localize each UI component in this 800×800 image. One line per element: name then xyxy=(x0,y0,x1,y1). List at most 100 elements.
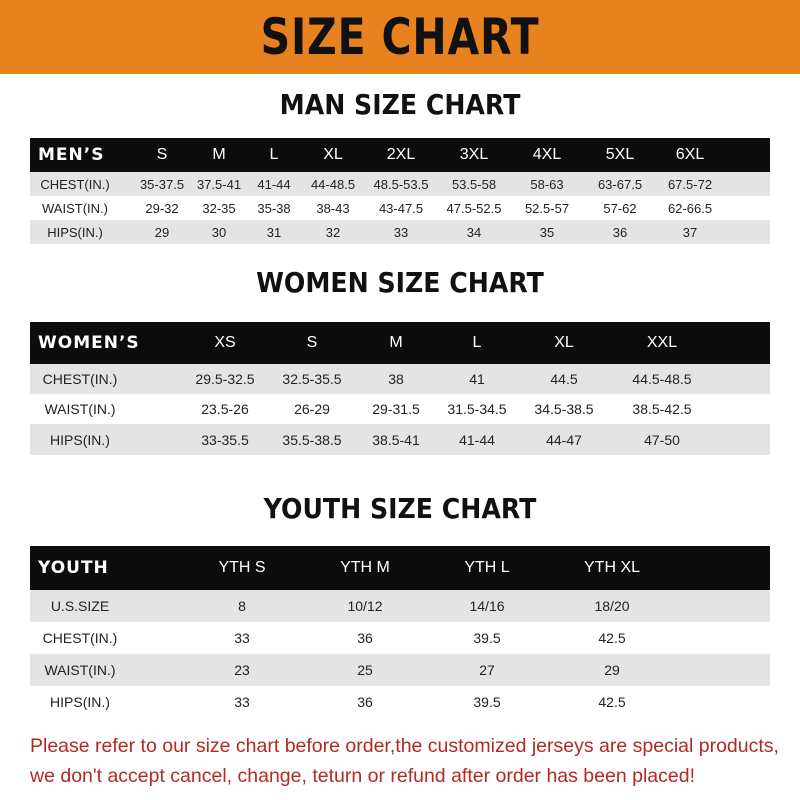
measurement-value: 63-67.5 xyxy=(597,176,643,192)
measurement-value: 41 xyxy=(469,371,485,387)
measurement-value: 14/16 xyxy=(469,598,505,614)
measurement-value: 26-29 xyxy=(294,401,330,417)
women-chart-title: WOMEN SIZE CHART xyxy=(256,266,544,299)
size-header: XL xyxy=(554,334,574,351)
size-header: 2XL xyxy=(386,146,416,163)
size-header: XL xyxy=(323,146,343,163)
measurement-value: 35-37.5 xyxy=(139,176,185,192)
table-row: WAIST(IN.) 23 25 27 29 xyxy=(30,654,770,686)
table-row: U.S.SIZE 8 10/12 14/16 18/20 xyxy=(30,590,770,622)
measurement-value: 47-50 xyxy=(644,431,680,448)
measurement-value: 34 xyxy=(466,224,482,240)
measurement-value: 39.5 xyxy=(473,694,501,710)
measurement-value: 44.5 xyxy=(550,371,578,387)
table-row: CHEST(IN.) 33 36 39.5 42.5 xyxy=(30,622,770,654)
table-label-header: MEN’S xyxy=(38,145,105,165)
measurement-value: 38.5-41 xyxy=(372,431,420,448)
measurement-value: 38.5-42.5 xyxy=(632,401,692,417)
notice-line-2: we don't accept cancel, change, teturn o… xyxy=(30,765,695,787)
measurement-value: 35.5-38.5 xyxy=(282,431,342,448)
measurement-value: 41-44 xyxy=(459,431,495,448)
measurement-value: 36 xyxy=(357,694,373,710)
measurement-value: 33 xyxy=(234,630,250,646)
measurement-value: 18/20 xyxy=(594,598,630,614)
header-row: WOMEN’S XS S M L XL XXL xyxy=(30,322,770,364)
measurement-value: 34.5-38.5 xyxy=(534,401,594,417)
measurement-value: 33 xyxy=(393,224,409,240)
measurement-value: 29 xyxy=(604,662,620,678)
measurement-value: 57-62 xyxy=(603,200,637,216)
table-row: CHEST(IN.) 35-37.5 37.5-41 41-44 44-48.5 48.5… xyxy=(30,172,770,196)
size-header: YTH L xyxy=(464,559,510,576)
measurement-value: 8 xyxy=(238,598,246,614)
table-row: HIPS(IN.) 33 36 39.5 42.5 xyxy=(30,686,770,718)
measurement-value: 23.5-26 xyxy=(201,401,249,417)
size-header: YTH XL xyxy=(583,559,641,576)
table-label-header: YOUTH xyxy=(38,558,109,578)
measurement-value: 32-35 xyxy=(202,200,236,216)
measurement-value: 39.5 xyxy=(473,630,501,646)
measurement-value: 42.5 xyxy=(598,694,626,710)
measurement-value: 48.5-53.5 xyxy=(373,176,429,192)
size-header: 6XL xyxy=(675,146,705,163)
measurement-label: U.S.SIZE xyxy=(50,598,110,614)
header-row: YOUTH YTH S YTH M YTH L YTH XL xyxy=(30,546,770,590)
measurement-label: CHEST(IN.) xyxy=(42,371,118,387)
measurement-value: 29-32 xyxy=(145,200,179,216)
measurement-value: 37 xyxy=(682,224,698,240)
men-chart-title: MAN SIZE CHART xyxy=(279,88,521,121)
measurement-label: HIPS(IN.) xyxy=(47,224,103,240)
header-row: MEN’S S M L XL 2XL 3XL 4XL 5XL 6XL xyxy=(30,138,770,172)
table-row: HIPS(IN.) 33-35.5 35.5-38.5 38.5-41 41-44 44-… xyxy=(30,424,770,455)
measurement-value: 42.5 xyxy=(598,630,626,646)
size-header: 5XL xyxy=(605,146,635,163)
size-header: L xyxy=(269,146,279,163)
measurement-value: 52.5-57 xyxy=(524,200,570,216)
size-header: M xyxy=(212,146,226,163)
size-header: XXL xyxy=(646,334,678,351)
measurement-value: 32.5-35.5 xyxy=(282,371,342,387)
table-row: WAIST(IN.) 23.5-26 26-29 29-31.5 31.5-34.5 34… xyxy=(30,394,770,424)
measurement-value: 35 xyxy=(539,224,555,240)
measurement-value: 38-43 xyxy=(316,200,350,216)
size-header: YTH M xyxy=(340,559,390,576)
measurement-value: 44-48.5 xyxy=(310,176,356,192)
size-header: S xyxy=(306,334,318,351)
measurement-label: WAIST(IN.) xyxy=(44,662,116,678)
measurement-value: 33-35.5 xyxy=(201,431,249,448)
size-header: 3XL xyxy=(459,146,489,163)
measurement-label: HIPS(IN.) xyxy=(50,694,110,710)
measurement-value: 23 xyxy=(234,662,250,678)
measurement-value: 25 xyxy=(357,662,373,678)
measurement-value: 58-63 xyxy=(530,176,564,192)
size-chart-banner: SIZE CHART xyxy=(0,0,800,74)
notice-line-1: Please refer to our size chart before or… xyxy=(30,735,779,757)
measurement-value: 36 xyxy=(612,224,628,240)
size-header: 4XL xyxy=(532,146,562,163)
measurement-label: CHEST(IN.) xyxy=(42,630,118,646)
measurement-value: 10/12 xyxy=(347,598,383,614)
measurement-value: 38 xyxy=(388,371,404,387)
size-header: YTH S xyxy=(218,559,266,576)
measurement-value: 33 xyxy=(234,694,250,710)
measurement-value: 44.5-48.5 xyxy=(632,371,692,387)
measurement-label: CHEST(IN.) xyxy=(40,176,110,192)
measurement-label: HIPS(IN.) xyxy=(50,431,110,448)
table-row: WAIST(IN.) 29-32 32-35 35-38 38-43 43-47.5 47.… xyxy=(30,196,770,220)
table-label-header: WOMEN’S xyxy=(38,333,140,353)
measurement-value: 27 xyxy=(479,662,495,678)
measurement-value: 32 xyxy=(325,224,341,240)
measurement-value: 29.5-32.5 xyxy=(195,371,255,387)
measurement-value: 35-38 xyxy=(257,200,291,216)
measurement-value: 67.5-72 xyxy=(667,176,713,192)
size-header: M xyxy=(389,334,403,351)
measurement-value: 41-44 xyxy=(257,176,291,192)
measurement-value: 44-47 xyxy=(546,431,582,448)
measurement-value: 53.5-58 xyxy=(451,176,497,192)
measurement-value: 36 xyxy=(357,630,373,646)
size-header: S xyxy=(156,146,168,163)
measurement-value: 43-47.5 xyxy=(378,200,424,216)
banner-title: SIZE CHART xyxy=(260,8,540,66)
measurement-value: 31 xyxy=(266,224,282,240)
measurement-label: WAIST(IN.) xyxy=(42,200,108,216)
